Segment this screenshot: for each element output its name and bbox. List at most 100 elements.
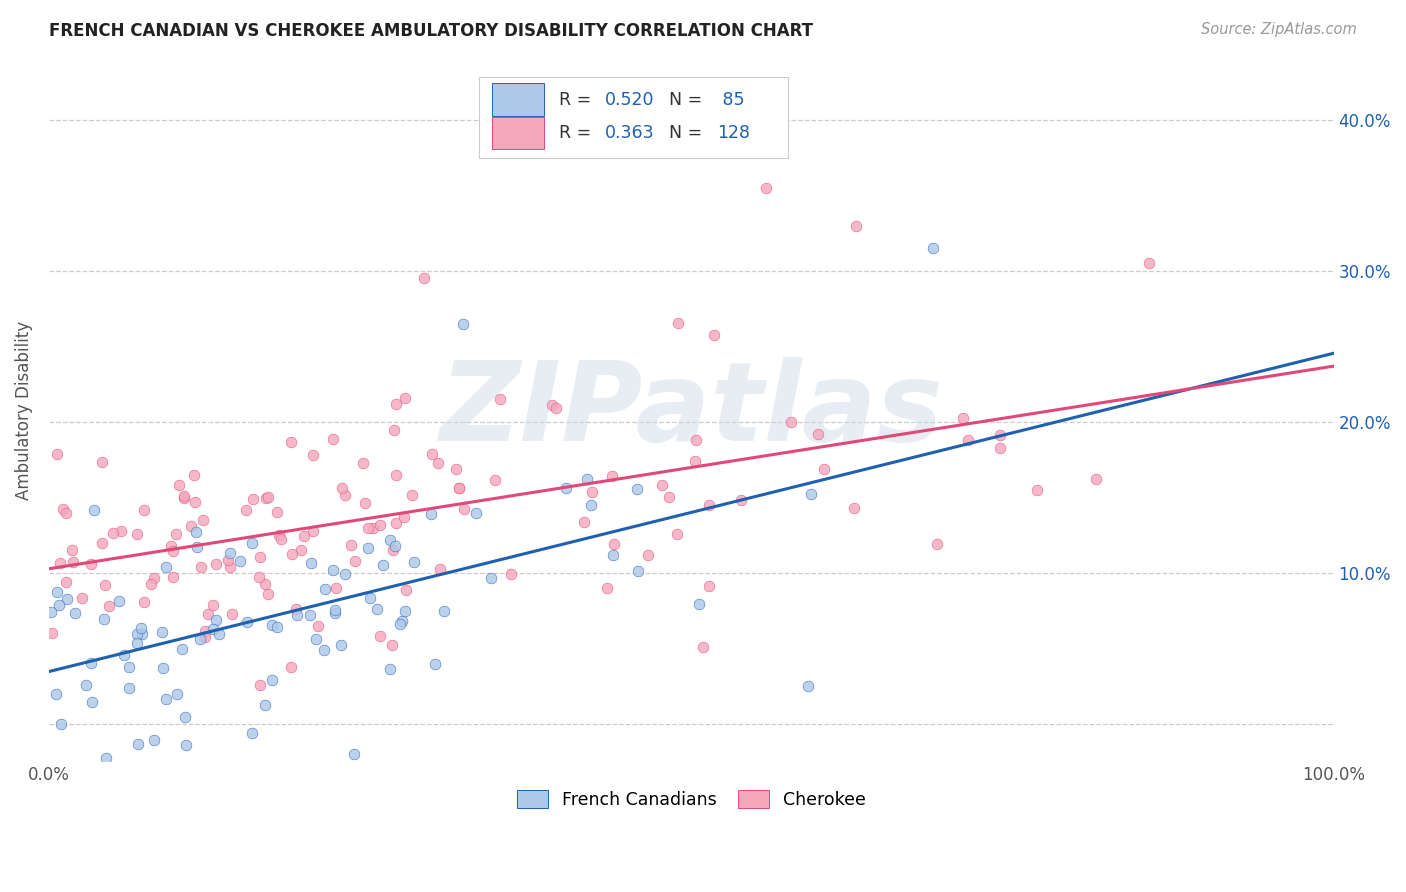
Point [46, 447, 69, 461]
Point [1026, 483, 1049, 497]
Text: Source: ZipAtlas.com: Source: ZipAtlas.com [1201, 22, 1357, 37]
Point [323, 606, 346, 620]
Point [290, 542, 312, 557]
Point [359, 591, 381, 605]
Point [925, 537, 948, 551]
Point [301, 524, 323, 538]
Point [419, 508, 441, 522]
Point [48, 598, 70, 612]
Point [451, 317, 474, 331]
Point [344, 553, 367, 567]
Point [600, 468, 623, 483]
Point [253, 577, 276, 591]
Point [339, 538, 361, 552]
Point [380, 533, 402, 547]
Point [385, 397, 408, 411]
Point [270, 532, 292, 546]
Point [305, 632, 328, 646]
Point [281, 547, 304, 561]
Text: R =: R = [560, 124, 596, 143]
Point [813, 462, 835, 476]
Point [90, 536, 112, 550]
Point [382, 423, 405, 437]
Point [49, 556, 72, 570]
Point [683, 454, 706, 468]
Point [97, 599, 120, 614]
Point [62, 555, 84, 569]
Point [323, 602, 346, 616]
Point [302, 449, 325, 463]
Point [322, 563, 344, 577]
Point [91, 455, 114, 469]
Point [184, 495, 207, 509]
Point [333, 488, 356, 502]
Point [39, 606, 62, 620]
Point [45, 687, 67, 701]
Point [254, 491, 277, 505]
Point [280, 434, 302, 449]
Text: 85: 85 [717, 91, 745, 109]
Point [380, 662, 402, 676]
Point [205, 613, 228, 627]
Point [217, 553, 239, 567]
Point [219, 560, 242, 574]
Point [988, 441, 1011, 455]
Point [292, 529, 315, 543]
Point [957, 433, 980, 447]
Point [444, 462, 467, 476]
Point [581, 485, 603, 500]
Point [332, 482, 354, 496]
Point [186, 541, 208, 555]
Point [93, 612, 115, 626]
Point [357, 521, 380, 535]
Point [118, 660, 141, 674]
Point [540, 398, 562, 412]
Point [658, 490, 681, 504]
Point [108, 594, 131, 608]
Point [651, 477, 673, 491]
Text: 128: 128 [717, 124, 749, 143]
Point [366, 602, 388, 616]
Point [299, 556, 322, 570]
Point [755, 181, 778, 195]
Point [420, 447, 443, 461]
Point [299, 608, 322, 623]
Point [134, 502, 156, 516]
Point [257, 587, 280, 601]
Point [240, 726, 263, 740]
Point [159, 539, 181, 553]
Point [544, 401, 567, 415]
Point [254, 698, 277, 712]
Point [384, 540, 406, 554]
Point [921, 241, 943, 255]
Point [172, 641, 194, 656]
Point [388, 617, 411, 632]
Point [499, 566, 522, 581]
Text: 0.363: 0.363 [605, 124, 655, 143]
Point [55, 507, 77, 521]
Point [354, 495, 377, 509]
Point [173, 489, 195, 503]
Point [194, 631, 217, 645]
Point [167, 478, 190, 492]
Point [262, 673, 284, 688]
Point [433, 604, 456, 618]
Point [465, 506, 488, 520]
Point [80, 695, 103, 709]
Point [70, 591, 93, 605]
Point [235, 615, 257, 630]
Point [449, 481, 471, 495]
Point [80, 656, 103, 670]
Point [602, 548, 624, 562]
Point [204, 557, 226, 571]
Point [780, 416, 803, 430]
Point [413, 271, 436, 285]
Point [150, 624, 173, 639]
Point [807, 427, 830, 442]
Point [572, 515, 595, 529]
Point [125, 627, 148, 641]
Point [603, 537, 626, 551]
Point [112, 648, 135, 663]
Point [165, 526, 187, 541]
Point [626, 482, 648, 496]
